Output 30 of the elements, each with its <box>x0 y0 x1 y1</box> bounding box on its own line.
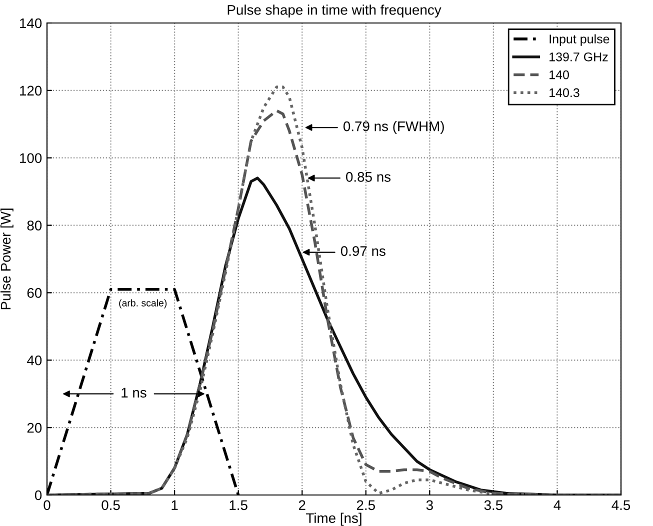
legend-label: 139.7 GHz <box>550 52 608 62</box>
annotation: 0.79 ns (FWHM) <box>343 121 444 134</box>
x-tick-label: 2.5 <box>356 500 375 510</box>
annotation: 0.97 ns <box>340 246 386 256</box>
x-tick-label: 3.5 <box>484 500 503 510</box>
y-tick-label: 140 <box>20 18 42 28</box>
x-tick-label: 4.5 <box>612 500 630 510</box>
legend-label: 140 <box>550 70 569 80</box>
y-tick-label: 120 <box>20 86 42 96</box>
x-tick-label: 0.5 <box>102 500 120 510</box>
y-tick-label: 20 <box>27 422 42 433</box>
legend-label: Input pulse <box>550 34 610 46</box>
legend-label: 140.3 <box>550 88 580 98</box>
y-tick-label: 40 <box>27 355 42 366</box>
x-tick-label: 2 <box>298 500 306 510</box>
x-tick-label: 1 <box>172 500 178 510</box>
y-axis-title: Pulse Power [W] <box>0 208 14 310</box>
y-tick-label: 80 <box>27 220 42 230</box>
y-tick-label: 60 <box>27 288 42 298</box>
annotation: 1 ns <box>122 388 146 398</box>
annotation: 0.85 ns <box>346 172 391 182</box>
annotation: (arb. scale) <box>119 299 167 308</box>
x-tick-label: 0 <box>44 500 50 510</box>
chart-title: Pulse shape in time with frequency <box>228 4 442 18</box>
x-tick-label: 1.5 <box>230 500 248 510</box>
x-tick-label: 4 <box>554 500 561 510</box>
y-tick-label: 0 <box>34 490 42 500</box>
x-axis-title: Time [ns] <box>306 512 362 526</box>
x-tick-label: 3 <box>426 500 433 510</box>
y-tick-label: 100 <box>20 153 42 164</box>
